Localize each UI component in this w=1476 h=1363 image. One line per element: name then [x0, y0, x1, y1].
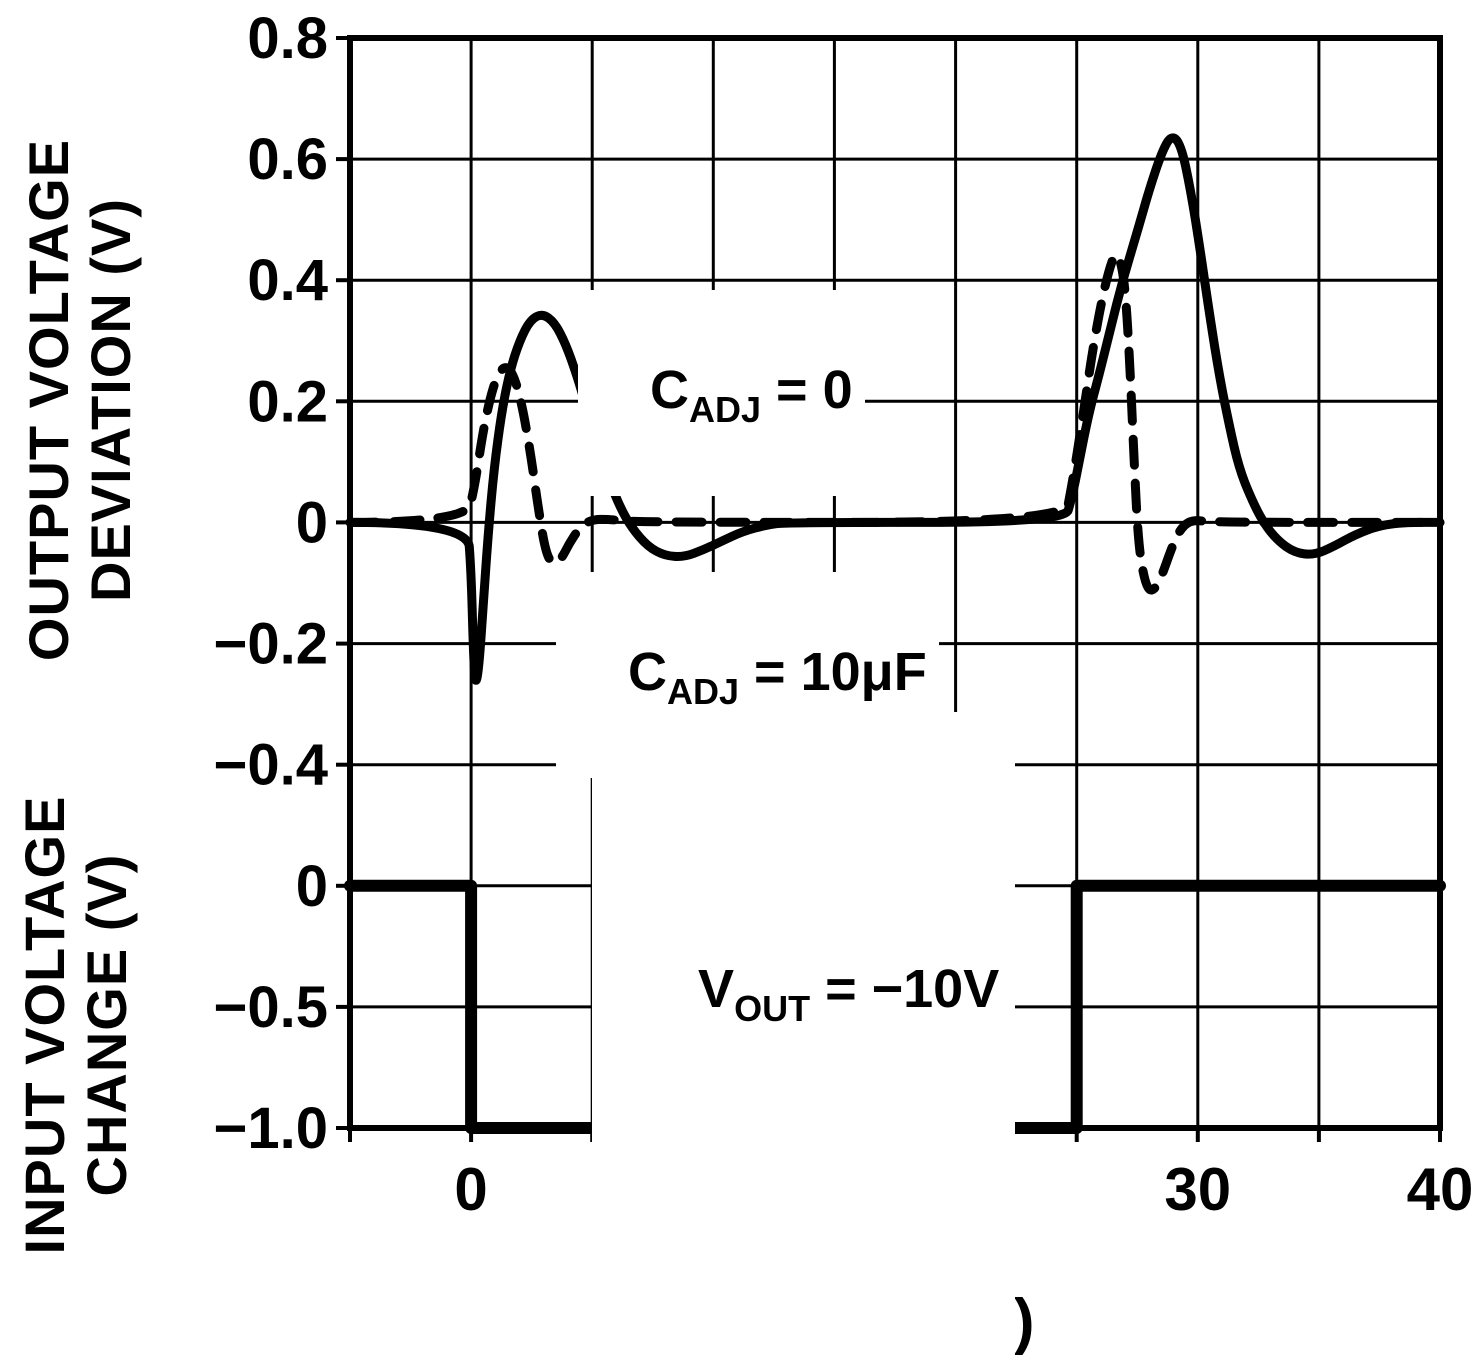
annotation-conditions: VOUT = −10V IL = 50 mA Tj = 25°C CL = 1μ… [592, 712, 1016, 1363]
lower-y-tick-label: 0 [296, 854, 328, 919]
condition-il-main: I [698, 1355, 713, 1363]
upper-y-tick-label: 0.8 [247, 6, 328, 71]
annotation-cadj-10uf-main: C [628, 642, 668, 702]
upper-y-tick-label: 0 [296, 490, 328, 555]
annotation-cadj-10uf-rest: = 10μF [739, 642, 927, 702]
lower-y-axis-title-line2: CHANGE (V) [75, 853, 138, 1197]
condition-il: IL = 50 mA [608, 1268, 999, 1363]
upper-y-tick-label: −0.2 [214, 612, 329, 677]
condition-vout: VOUT = −10V [608, 872, 999, 1112]
annotation-cadj-10uf-sub: ADJ [667, 671, 740, 712]
lower-y-axis-title-line1: INPUT VOLTAGE [13, 795, 76, 1255]
upper-y-tick-label: 0.4 [247, 248, 328, 313]
x-tick-label: 0 [454, 1156, 487, 1223]
upper-y-tick-label: −0.4 [214, 733, 329, 798]
upper-y-axis-title-line2: DEVIATION (V) [79, 198, 142, 602]
condition-il-rest: = 50 mA [735, 1355, 959, 1363]
x-tick-label: 40 [1407, 1156, 1474, 1223]
upper-y-axis-title-line1: OUTPUT VOLTAGE [17, 138, 80, 662]
x-tick-label: 30 [1164, 1156, 1231, 1223]
upper-y-tick-label: 0.2 [247, 369, 328, 434]
annotation-cadj-0: CADJ = 0 [578, 290, 865, 496]
condition-vout-sub: OUT [734, 988, 811, 1029]
annotation-cadj-0-main: C [650, 360, 690, 420]
lower-y-tick-label: −0.5 [214, 975, 329, 1040]
series-cadj-10-f [345, 250, 1445, 595]
annotation-cadj-0-rest: = 0 [761, 360, 853, 420]
lower-y-tick-label: −1.0 [214, 1096, 329, 1161]
annotation-cadj-0-sub: ADJ [689, 389, 762, 430]
upper-y-axis-title: OUTPUT VOLTAGE DEVIATION (V) [17, 80, 142, 720]
condition-vout-main: V [698, 959, 735, 1019]
lower-y-axis-title: INPUT VOLTAGE CHANGE (V) [13, 705, 138, 1345]
condition-vout-rest: = −10V [810, 959, 1000, 1019]
upper-y-tick-label: 0.6 [247, 127, 328, 192]
